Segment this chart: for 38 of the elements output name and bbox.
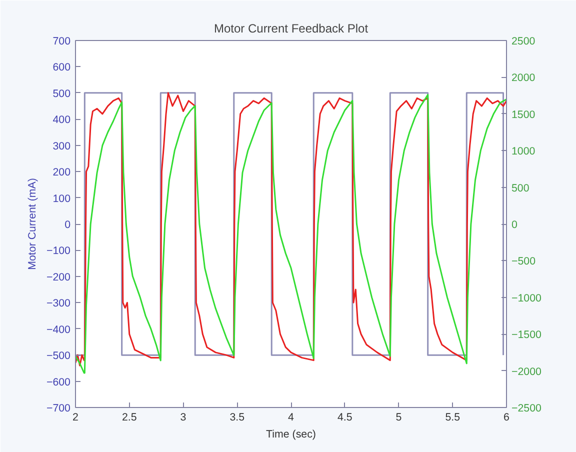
y2-tick-label: −1000 [512, 292, 542, 304]
y2-tick-label: 2500 [512, 36, 536, 48]
y-tick-label: 400 [52, 114, 71, 126]
y-tick-label: −600 [46, 376, 71, 388]
y2-tick-label: −500 [512, 256, 536, 268]
y2-tick-label: −2000 [512, 366, 542, 378]
x-tick-label: 2 [72, 412, 79, 424]
y-tick-label: −100 [46, 245, 71, 258]
y2-tick-label: 2000 [512, 72, 536, 84]
y-tick-label: −400 [46, 324, 71, 336]
y-tick-label: −300 [46, 298, 71, 310]
x-tick-label: 5 [396, 412, 402, 424]
y-tick-label: 700 [52, 36, 71, 48]
y-tick-label: 300 [52, 140, 71, 152]
y-tick-label: 600 [52, 62, 71, 74]
y-tick-label: 100 [52, 192, 71, 205]
y-axis-title: Motor Current (mA) [26, 178, 38, 270]
y2-tick-label: −2500 [512, 402, 542, 414]
x-tick-label: 5.5 [445, 412, 460, 424]
y-tick-label: −500 [46, 350, 71, 362]
y-tick-label: −700 [46, 402, 71, 414]
x-tick-label: 2.5 [122, 412, 137, 424]
chart-title: Motor Current Feedback Plot [214, 22, 369, 36]
x-axis-title: Time (sec) [266, 428, 316, 440]
y2-tick-label: −1500 [512, 329, 542, 342]
y2-tick-label: 0 [512, 219, 518, 231]
y2-tick-label: 500 [512, 182, 530, 194]
x-tick-label: 3 [180, 412, 186, 424]
y2-tick-label: 1500 [512, 108, 536, 121]
x-tick-label: 6 [504, 412, 510, 424]
y-tick-label: −200 [46, 271, 71, 284]
x-tick-label: 3.5 [230, 412, 245, 424]
y2-tick-label: 1000 [512, 146, 536, 158]
y-tick-label: 200 [52, 166, 71, 179]
y-tick-label: 500 [52, 88, 71, 100]
y-tick-label: 0 [64, 219, 71, 231]
x-tick-label: 4 [288, 412, 294, 424]
x-tick-label: 4.5 [337, 412, 352, 424]
